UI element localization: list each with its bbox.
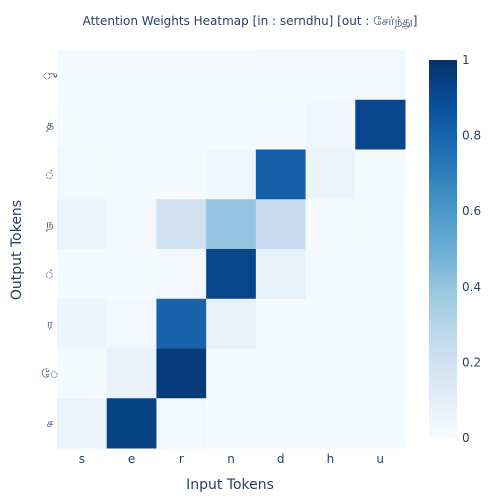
heatmap-cell [106,50,157,101]
heatmap-cell [156,249,207,300]
heatmap-cell [255,298,307,349]
heatmap-cell [206,249,257,300]
colorbar-tick-label: 0.6 [462,204,481,218]
y-axis-title: Output Tokens [9,200,25,300]
heatmap-cell [156,298,207,349]
heatmap-cell [106,298,157,349]
y-tick-label: ந [46,217,54,231]
heatmap-cell [206,298,257,349]
heatmap-cell [206,398,257,449]
colorbar [429,60,457,438]
heatmap-cell [156,99,207,150]
y-tick-label: ச [47,416,54,430]
heatmap-cell [106,199,157,250]
heatmap-cell [106,348,157,399]
x-tick-label: d [277,452,285,466]
heatmap-cell [106,398,157,449]
y-tick-label: த [46,118,54,132]
heatmap-cell [355,398,406,449]
heatmap-cell [255,249,307,300]
x-tick-label: u [376,452,384,466]
heatmap-cell [255,99,307,150]
heatmap-cell [355,298,406,349]
y-tick-labels: ு த் ந் ரே ச [41,68,59,430]
chart-title: Attention Weights Heatmap [in : serndhu]… [83,14,418,29]
colorbar-tick-label: 0.2 [462,355,481,369]
heatmap-cell [355,99,406,150]
y-tick-label: ் [45,167,56,181]
heatmap-cell [57,298,108,349]
heatmap-cell [255,199,307,250]
heatmap-cell [106,99,157,150]
heatmap-cell [57,99,108,150]
heatmap-cell [57,249,108,300]
x-tick-label: s [79,452,85,466]
heatmap-cell [156,149,207,200]
heatmap-cell [355,50,406,101]
heatmap-cell [355,199,406,250]
colorbar-tick-label: 1 [462,53,470,67]
heatmap-cell [57,199,108,250]
colorbar-tick-label: 0 [462,431,470,445]
heatmap-cell [305,199,356,250]
heatmap-cell [305,398,356,449]
heatmap-cell [305,249,356,300]
y-tick-label: ு [42,68,57,82]
heatmap-cell [255,149,307,200]
x-tick-label: h [327,452,335,466]
heatmap-cells [57,50,406,449]
heatmap-cell [57,149,108,200]
heatmap-cell [156,50,207,101]
heatmap-cell [355,249,406,300]
colorbar-tick-labels: 0 0.2 0.4 0.6 0.8 1 [462,53,481,445]
heatmap-cell [206,99,257,150]
x-axis-title: Input Tokens [186,477,274,493]
heatmap-cell [355,149,406,200]
y-tick-label: ே [41,366,59,380]
colorbar-tick-label: 0.8 [462,129,481,143]
x-tick-label: n [227,452,235,466]
heatmap-cell [57,398,108,449]
colorbar-tick-label: 0.4 [462,280,481,294]
x-tick-label: r [179,452,184,466]
y-tick-label: ர [47,317,54,331]
heatmap-cell [355,348,406,399]
heatmap-cell [156,348,207,399]
heatmap-cell [156,398,207,449]
heatmap-cell [106,249,157,300]
heatmap-cell [255,348,307,399]
heatmap-cell [305,99,356,150]
heatmap-cell [206,50,257,101]
heatmap-cell [305,50,356,101]
heatmap-cell [305,348,356,399]
heatmap-cell [305,298,356,349]
heatmap-cell [206,149,257,200]
heatmap-cell [206,199,257,250]
heatmap-cell [305,149,356,200]
y-tick-label: ் [45,267,56,281]
heatmap-cell [106,149,157,200]
heatmap-cell [255,398,307,449]
heatmap-cell [57,348,108,399]
heatmap-cell [156,199,207,250]
x-tick-label: e [128,452,135,466]
heatmap-cell [57,50,108,101]
heatmap-cell [206,348,257,399]
heatmap-cell [255,50,307,101]
